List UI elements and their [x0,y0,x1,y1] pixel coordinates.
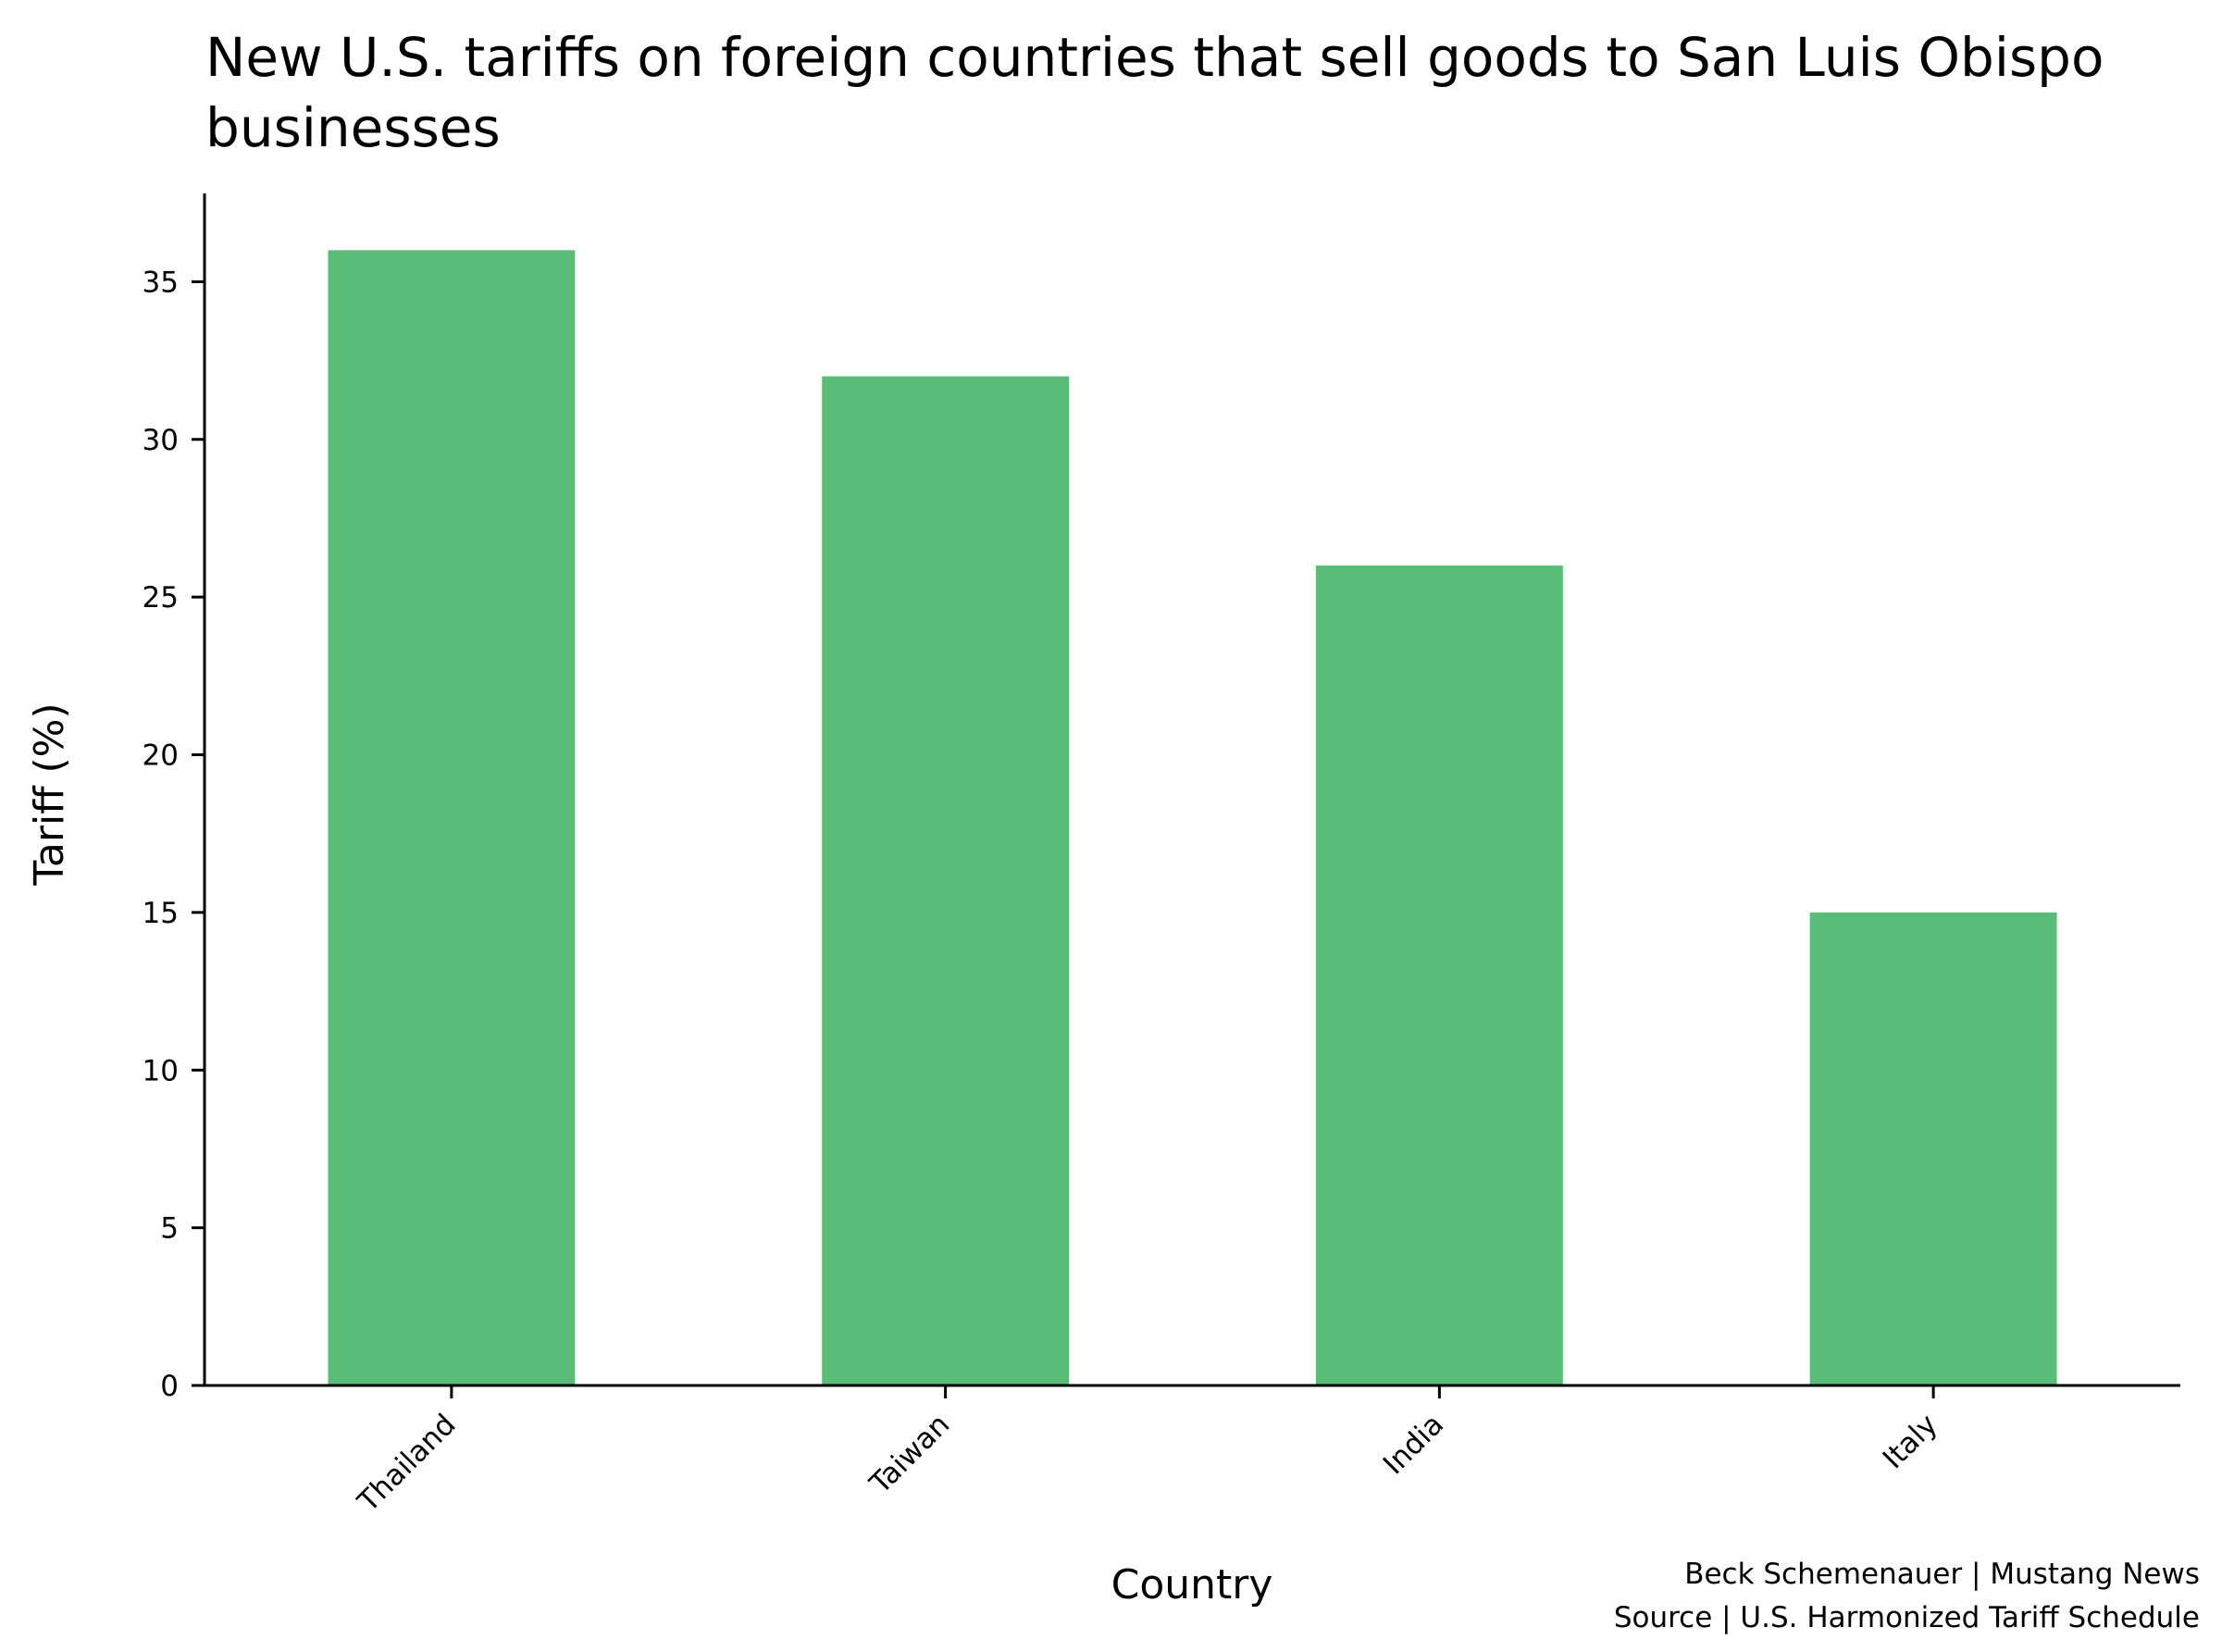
bar-india [1315,565,1563,1385]
y-tick-label: 35 [143,266,179,299]
y-tick-label: 15 [143,897,179,930]
bars [328,250,2057,1385]
x-tick-label-italy: Italy [1877,1408,1944,1475]
credit-author: Beck Schemenauer | Mustang News [1684,1558,2200,1591]
x-axis-ticks: Thailand Taiwan India Italy [351,1385,1944,1520]
chart-title-line-1: New U.S. tariffs on foreign countries th… [205,26,2104,89]
chart-title-line-2: businesses [205,96,501,159]
y-tick-label: 5 [160,1212,179,1246]
bar-thailand [328,250,576,1385]
x-axis-title: Country [1111,1561,1273,1609]
x-tick-label-thailand: Thailand [351,1408,462,1519]
y-tick-label: 25 [143,581,179,615]
y-tick-label: 10 [143,1054,179,1087]
x-tick-label-taiwan: Taiwan [863,1408,957,1501]
y-axis-title: Tariff (%) [26,702,73,886]
x-tick-label-india: India [1377,1408,1450,1481]
credit-source: Source | U.S. Harmonized Tariff Schedule [1614,1601,2200,1634]
y-tick-label: 20 [143,739,179,773]
y-tick-label: 30 [143,424,179,457]
y-axis-ticks: 0 5 10 15 20 25 30 35 [143,266,205,1403]
bar-taiwan [822,376,1070,1385]
y-tick-label: 0 [160,1370,179,1403]
bar-italy [1809,912,2057,1385]
